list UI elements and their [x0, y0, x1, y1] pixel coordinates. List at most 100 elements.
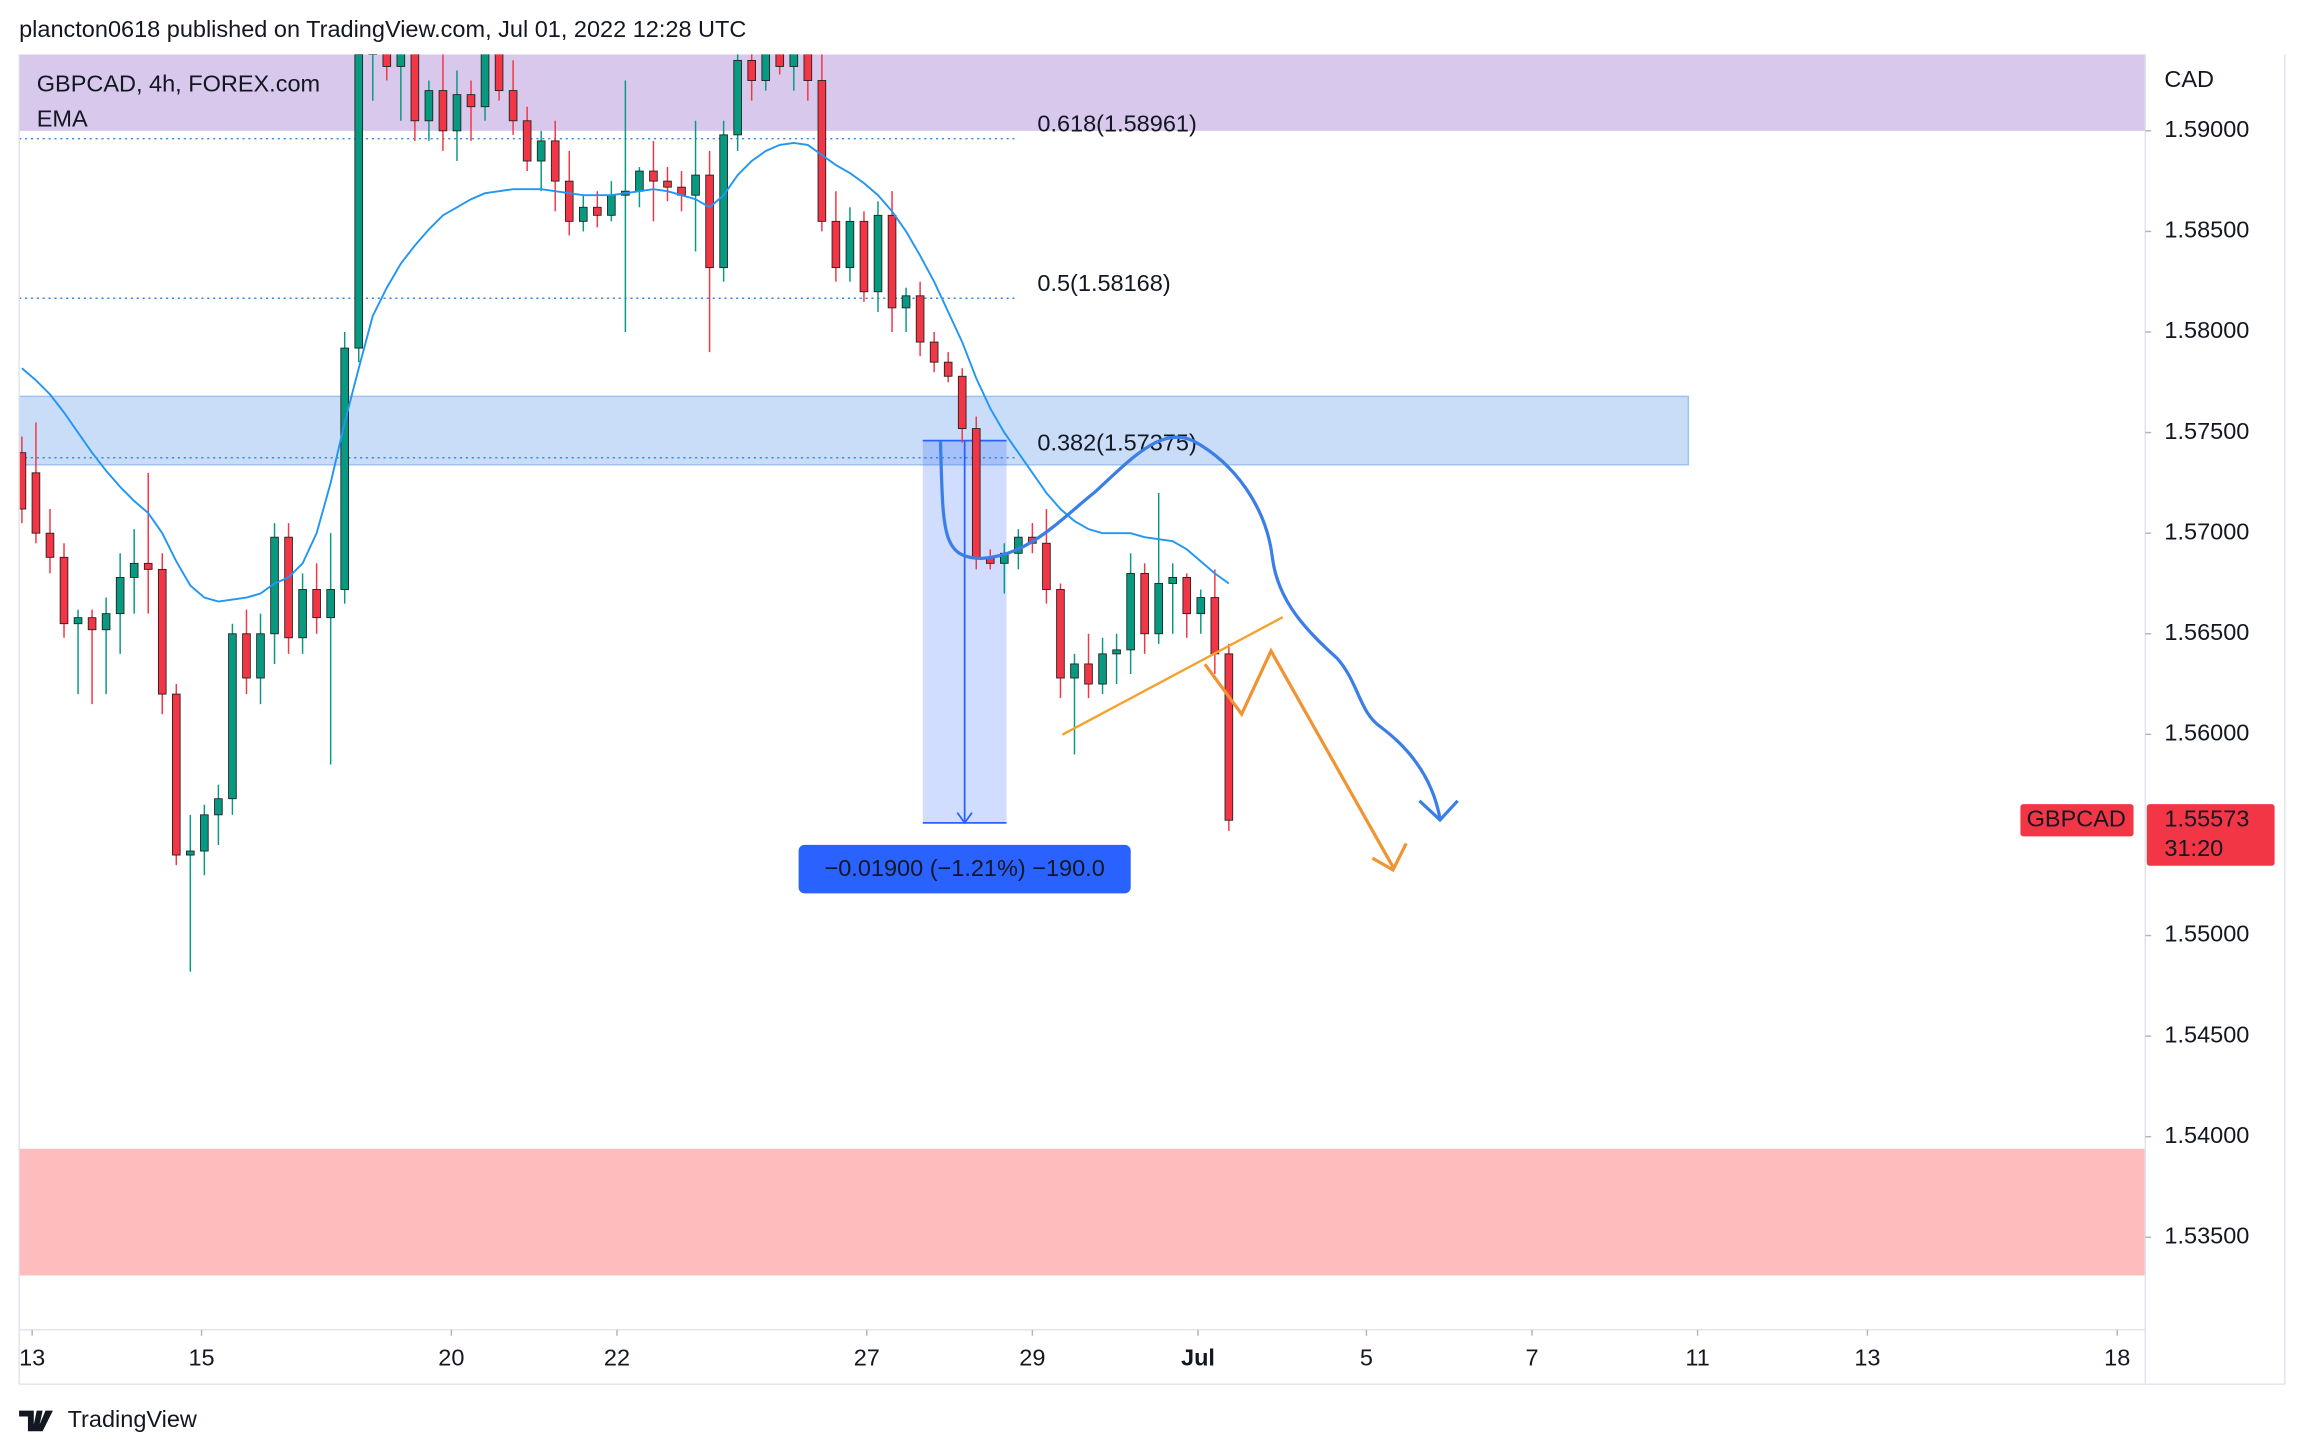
candle-body [733, 59, 742, 136]
candle-body [761, 54, 771, 81]
curve-arrowhead [1418, 799, 1459, 823]
candle-body [607, 194, 616, 216]
candle-body [480, 54, 490, 108]
candle-body [340, 347, 349, 590]
candle-body [157, 568, 167, 695]
y-tick-label: 1.58000 [2164, 317, 2249, 343]
candle-body [691, 174, 700, 196]
candle-body [115, 576, 125, 615]
y-tick-label: 1.54500 [2164, 1021, 2249, 1047]
symbol-tag-label: GBPCAD [2027, 805, 2126, 831]
candle-body [1140, 572, 1149, 635]
candle-body [1070, 663, 1079, 679]
measure-arrowhead [956, 812, 973, 825]
fib-label: 0.618(1.58961) [1037, 111, 1196, 137]
candle-body [101, 613, 111, 631]
candle-body [354, 54, 364, 349]
price-tag [2146, 804, 2275, 866]
candle-body [200, 814, 209, 852]
x-tick-label: 13 [19, 1344, 45, 1370]
candle-body [901, 295, 911, 309]
currency: CAD [2164, 66, 2214, 92]
y-tick-label: 1.55000 [2164, 921, 2249, 947]
price-tag-label: 1.55573 [2164, 805, 2249, 831]
brand: TradingView [68, 1406, 198, 1432]
fib-label: 0.5(1.58168) [1037, 270, 1170, 296]
x-tick-label: 27 [854, 1344, 880, 1370]
candle-body [284, 536, 293, 639]
brand-logo [19, 1410, 53, 1432]
candle-body [87, 617, 97, 631]
candle-body [1196, 597, 1206, 615]
drawn-curve [938, 435, 1442, 819]
ema-line [21, 141, 1230, 603]
trend-line [1061, 616, 1284, 736]
candle-body [803, 54, 813, 81]
candle-body [929, 341, 939, 363]
candle-body [214, 798, 223, 816]
candle-body [873, 214, 883, 293]
candle-body [298, 589, 307, 639]
zone [19, 395, 1690, 466]
candle-body [1014, 536, 1023, 554]
y-tick-label: 1.57500 [2164, 418, 2249, 444]
symbol-legend: GBPCAD, 4h, FOREX.com [37, 70, 320, 96]
candle-body [915, 295, 925, 343]
candle-body [1210, 597, 1220, 655]
candle-body [326, 589, 335, 619]
y-tick-label: 1.59000 [2164, 116, 2249, 142]
candle-body [59, 556, 69, 625]
x-tick-label: Jul [1181, 1344, 1215, 1370]
candle-body [593, 206, 602, 216]
y-tick-label: 1.56500 [2164, 619, 2249, 645]
candle-body [522, 120, 532, 162]
candle-body [143, 562, 153, 570]
candle-body [424, 90, 434, 122]
candle-body [536, 140, 546, 162]
candle-body [550, 140, 560, 182]
x-tick-label: 5 [1360, 1344, 1373, 1370]
y-tick-label: 1.53500 [2164, 1222, 2249, 1248]
candle-body [1098, 653, 1107, 685]
candle-body [129, 562, 139, 578]
x-tick-label: 22 [604, 1344, 630, 1370]
candle-body [845, 220, 855, 269]
candle-body [1182, 576, 1192, 615]
zones [19, 54, 2146, 1276]
y-tick-label: 1.57000 [2164, 518, 2249, 544]
candle-body [887, 214, 897, 309]
candle-body [410, 54, 420, 122]
candle-body [1042, 542, 1051, 590]
candle-body [971, 428, 981, 558]
candle-body [466, 94, 476, 108]
y-tick-label: 1.58500 [2164, 217, 2249, 243]
drawn-path [1203, 647, 1395, 868]
candle-body [508, 90, 518, 122]
candle-body [438, 90, 448, 132]
candle-body [228, 633, 237, 800]
candle-body [957, 375, 967, 430]
candle-body [494, 54, 504, 92]
plot [19, 54, 1234, 972]
candle-body [564, 180, 574, 222]
candle-body [45, 532, 55, 558]
x-tick-label: 7 [1525, 1344, 1538, 1370]
x-tick-label: 15 [188, 1344, 214, 1370]
candle-body [242, 633, 251, 679]
candle-body [1112, 649, 1121, 655]
annotations [938, 435, 1459, 873]
symbol-tag [2020, 804, 2134, 837]
candle-body [831, 220, 841, 269]
candle-body [256, 633, 265, 679]
candle-body [396, 54, 406, 67]
candle-body [775, 54, 785, 67]
y-tick-label: 1.54000 [2164, 1122, 2249, 1148]
candle-body [186, 850, 195, 856]
candle-body [1056, 589, 1065, 679]
candle-body [578, 206, 588, 222]
x-tick-label: 11 [1685, 1344, 1709, 1370]
candle-body [719, 134, 728, 269]
candle-body [1154, 583, 1163, 635]
